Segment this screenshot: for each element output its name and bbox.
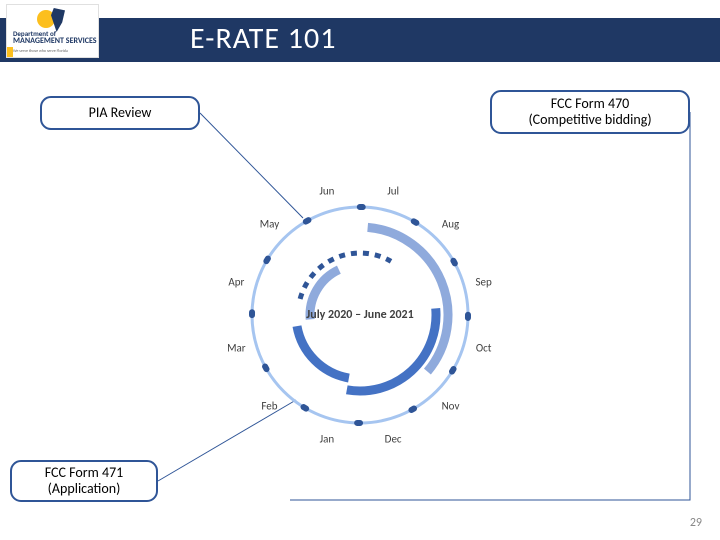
- callout-pia-review: PIA Review: [40, 96, 200, 130]
- slide: Department of MANAGEMENT SERVICES We ser…: [0, 0, 720, 540]
- cycle-diagram: July 2020 – June 2021 Jul Aug Sep Oct Nov Dec…: [175, 130, 545, 500]
- month-label: Nov: [442, 399, 460, 412]
- logo: Department of MANAGEMENT SERVICES We ser…: [6, 4, 99, 58]
- callout-fcc-470: FCC Form 470 (Competitive bidding): [490, 90, 690, 134]
- callout-470-line1: FCC Form 470: [492, 96, 688, 112]
- callout-pia-label: PIA Review: [42, 105, 198, 121]
- cycle-center-label: July 2020 – June 2021: [306, 308, 413, 322]
- month-label: Jul: [387, 185, 399, 198]
- month-label: Jun: [319, 185, 334, 198]
- callout-470-line2: (Competitive bidding): [492, 112, 688, 128]
- cycle-arc: [297, 326, 349, 378]
- month-label: Dec: [385, 432, 402, 445]
- month-label: Jan: [320, 432, 335, 445]
- cycle-arc: [368, 227, 448, 371]
- logo-tagline: We serve those who serve Florida: [13, 49, 68, 54]
- callout-471-line1: FCC Form 471: [12, 465, 156, 481]
- month-label: Sep: [475, 275, 491, 288]
- logo-text: Department of MANAGEMENT SERVICES: [13, 30, 97, 45]
- month-label: Aug: [442, 218, 459, 231]
- month-label: May: [260, 218, 279, 231]
- logo-accent: [7, 47, 13, 57]
- callout-471-line2: (Application): [12, 481, 156, 497]
- header-bar: [0, 18, 720, 62]
- month-label: Feb: [261, 399, 277, 412]
- month-label: Apr: [228, 275, 244, 288]
- logo-name: MANAGEMENT SERVICES: [13, 36, 97, 46]
- callout-fcc-471: FCC Form 471 (Application): [10, 460, 158, 502]
- month-label: Oct: [476, 342, 492, 355]
- page-number: 29: [690, 516, 702, 530]
- month-label: Mar: [227, 342, 246, 355]
- page-title: E-RATE 101: [190, 20, 336, 57]
